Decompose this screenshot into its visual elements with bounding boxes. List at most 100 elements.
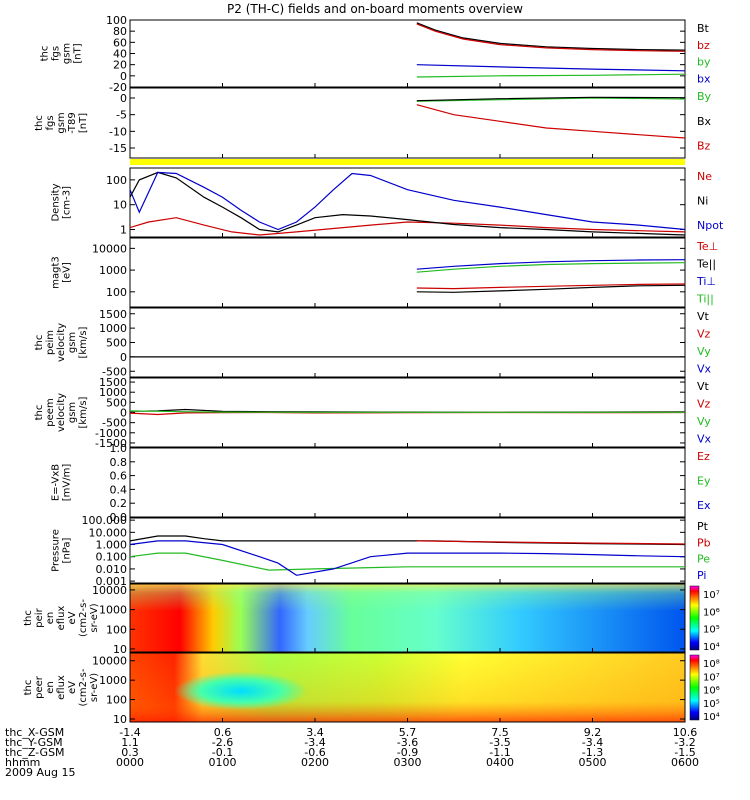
- y-axis-label: [km/s]: [78, 396, 89, 428]
- yellow-bar: [130, 159, 685, 165]
- y-tick-label: -500: [102, 365, 127, 378]
- y-axis-label: peim: [45, 330, 56, 355]
- electron-spectrogram-dropout: [174, 671, 308, 711]
- series-fgsdip-5: [416, 96, 686, 102]
- series-peemvel-17: [129, 410, 685, 413]
- series-density-9: [129, 171, 686, 231]
- legend-entry: Bz: [697, 140, 711, 153]
- series-pressure-19: [416, 540, 686, 545]
- time-row-value: -2.6: [212, 736, 233, 749]
- series-density-8: [129, 171, 686, 236]
- y-tick-label: 0.6: [110, 470, 128, 483]
- panel-peerspec: 10000 1000 100 10 thc peer en eflux eV (cm2-s-sr-…: [23, 652, 720, 726]
- y-tick-label: 1500: [99, 308, 127, 321]
- y-tick-label: -15: [109, 142, 127, 155]
- y-axis-label: peir: [34, 607, 45, 627]
- y-tick-label: 500: [106, 337, 127, 350]
- panel-frame: [129, 307, 686, 378]
- legend-entry: bz: [697, 39, 710, 52]
- panel-frame: [129, 19, 686, 88]
- legend-entry: Pb: [697, 536, 711, 549]
- y-tick-label: 100: [106, 623, 127, 636]
- y-axis-label: sr-eV): [89, 603, 100, 632]
- panel-fgsdip: 0 -5 -10 -15 thc fgs gsm -T89 [nT] By Bx Bz: [34, 87, 712, 159]
- legend-entry: Vy: [697, 345, 711, 358]
- time-row-value: -0.6: [304, 746, 325, 759]
- y-axis-label: [nPa]: [62, 537, 73, 563]
- y-tick-label: 1.0: [110, 442, 128, 455]
- y-tick-label: 10: [113, 643, 127, 656]
- legend-entry: bx: [697, 73, 711, 86]
- y-tick-label: 500: [106, 396, 127, 409]
- panel-efield: 1.00.80.60.40.20.0 E=-VxB [mV/m] Ez Ey Ex: [51, 442, 711, 524]
- y-axis-label: eflux: [56, 606, 67, 631]
- time-axis: thc_X-GSM -1.4 0.6 3.4 5.7 7.5 9.2 10.6 thc_Y-GS…: [5, 726, 699, 769]
- y-tick-label: 0.010: [96, 563, 128, 576]
- colorbar-label: 10⁴: [703, 642, 720, 653]
- legend-entry: Vz: [697, 397, 711, 410]
- y-tick-label: 1000: [99, 386, 127, 399]
- y-tick-label: 1.000: [96, 539, 128, 552]
- legend-entry: Bx: [697, 115, 712, 128]
- y-axis-label: Pressure: [51, 529, 62, 572]
- y-axis-label: thc: [40, 46, 51, 62]
- time-row-value: 7.5: [491, 726, 509, 739]
- plot-title: P2 (TH-C) fields and on-board moments ov…: [227, 2, 523, 16]
- colorbar-label: 10⁷: [703, 590, 720, 601]
- y-axis-label: fgs: [45, 115, 56, 130]
- y-axis-label: thc: [23, 680, 34, 696]
- series-fgs-0: [416, 22, 686, 51]
- y-axis-label: (cm2-s-: [78, 599, 89, 637]
- x-tick-label: 0200: [301, 756, 329, 769]
- series-density-7: [129, 217, 686, 236]
- y-axis-label: Density: [51, 183, 62, 221]
- y-tick-label: -1500: [95, 437, 127, 450]
- y-tick-label: 1: [120, 224, 127, 237]
- legend-entry: By: [697, 90, 712, 103]
- time-row-value: -1.5: [674, 746, 695, 759]
- y-axis-label: gsm: [67, 332, 78, 353]
- time-row-label: thc_X-GSM: [5, 726, 64, 739]
- y-axis-label: [nT]: [78, 113, 89, 133]
- y-tick-label: 1500: [99, 376, 127, 389]
- y-axis-label: thc: [23, 610, 34, 626]
- y-tick-label: 100: [106, 694, 127, 707]
- y-tick-label: 0.4: [110, 483, 128, 496]
- legend-entry: Vt: [697, 380, 710, 393]
- colorbar-label: 10⁵: [703, 699, 720, 710]
- colorbar-label: 10⁴: [703, 712, 720, 723]
- y-axis-label: thc: [34, 115, 45, 131]
- legend-entry: Npot: [697, 219, 724, 232]
- y-axis-label: eV: [67, 611, 78, 624]
- time-row-value: -1.1: [489, 746, 510, 759]
- y-axis-label: peer: [34, 675, 45, 699]
- colorbar-label: 10⁸: [703, 659, 720, 670]
- y-axis-label: -T89: [67, 112, 78, 134]
- y-tick-label: 0.8: [110, 456, 128, 469]
- legend-entry: by: [697, 56, 711, 69]
- time-row-value: 3.4: [306, 726, 324, 739]
- series-pressure-21: [129, 540, 686, 576]
- x-tick-label: 0600: [671, 756, 699, 769]
- time-row-value: -3.2: [674, 736, 695, 749]
- ion-spectrogram-highenergy: [130, 584, 685, 612]
- legend-entry: Ey: [697, 474, 711, 487]
- y-tick-label: 0: [120, 351, 127, 364]
- series-fgs-3: [416, 64, 686, 72]
- legend-entry: Bt: [697, 22, 710, 35]
- y-tick-label: 0: [120, 407, 127, 420]
- y-axis-label: [eV]: [62, 262, 73, 283]
- y-axis-label: velocity: [56, 393, 67, 432]
- time-row-value: 10.6: [673, 726, 698, 739]
- y-tick-label: 60: [113, 36, 127, 49]
- x-tick-label: 0000: [116, 756, 144, 769]
- time-row-value: -3.5: [489, 736, 510, 749]
- y-tick-label: 100.000: [82, 514, 128, 527]
- y-axis-label: en: [45, 612, 56, 625]
- time-row-value: -0.1: [212, 746, 233, 759]
- panel-frame: [129, 517, 686, 584]
